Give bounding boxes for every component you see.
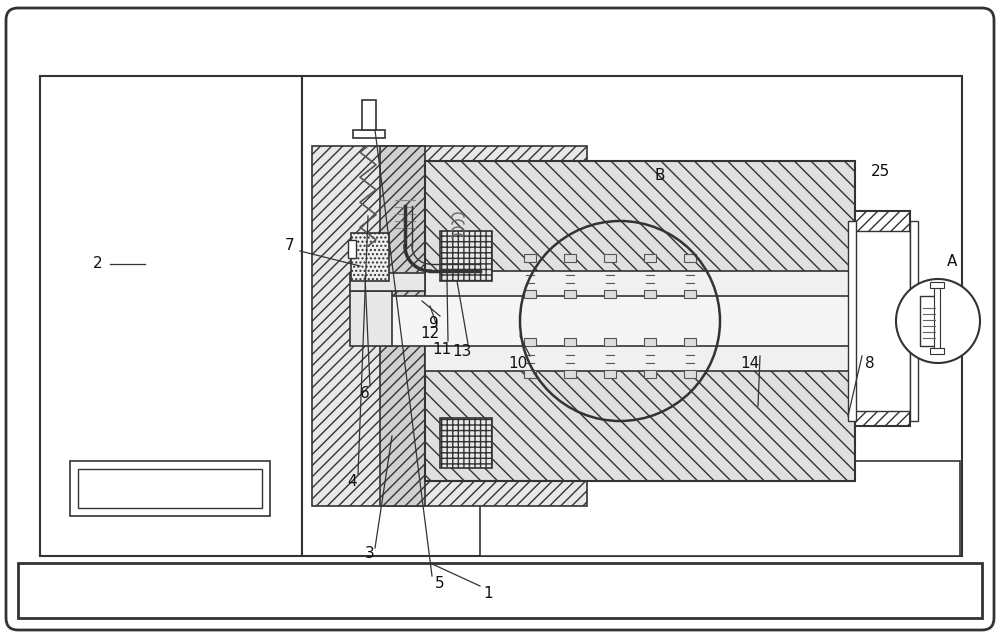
Ellipse shape [147,218,179,242]
Bar [524,370,536,378]
Text: 8: 8 [865,356,875,371]
Bar [440,231,492,281]
Bar [910,221,918,421]
Ellipse shape [195,266,227,290]
Text: 10: 10 [508,357,528,371]
Bar [524,290,536,298]
Bar [934,286,940,351]
Bar [351,233,389,281]
Ellipse shape [99,314,131,338]
Text: 7: 7 [285,238,295,254]
Bar [684,290,696,298]
Bar [644,254,656,262]
Ellipse shape [99,218,131,242]
Text: 1: 1 [483,586,493,602]
Bar [564,338,576,346]
Bar [390,296,870,346]
Text: 2: 2 [93,256,103,272]
Bar [644,370,656,378]
Bar [604,254,616,262]
Bar [348,240,356,258]
Bar [644,290,656,298]
Bar [18,563,982,618]
Bar [855,211,910,426]
Bar [353,130,385,138]
Text: 3: 3 [365,546,375,562]
Text: 11: 11 [432,342,452,357]
Bar [644,338,656,346]
Bar [684,338,696,346]
Bar [930,282,944,288]
Bar [380,146,425,506]
Bar [78,469,262,508]
Text: 12: 12 [420,326,440,340]
Bar [604,338,616,346]
Ellipse shape [147,314,179,338]
Ellipse shape [195,218,227,242]
Ellipse shape [99,266,131,290]
Text: A: A [947,254,957,268]
Text: 4: 4 [347,473,357,488]
Circle shape [896,279,980,363]
Bar [425,161,855,481]
Bar [604,370,616,378]
Bar [302,76,962,556]
Text: 9: 9 [429,315,439,331]
Ellipse shape [195,314,227,338]
Bar [930,348,944,354]
Bar [564,370,576,378]
Bar [848,221,856,421]
Bar [684,370,696,378]
Text: 5: 5 [435,576,445,591]
Text: 14: 14 [740,356,760,371]
Text: B: B [655,169,665,184]
Bar [684,254,696,262]
Bar [524,254,536,262]
Bar [480,461,960,556]
Ellipse shape [147,266,179,290]
Bar [40,76,302,556]
Bar [440,418,492,468]
Bar [920,296,938,346]
Text: 25: 25 [870,163,890,179]
Bar [362,100,376,130]
Bar [312,146,587,506]
Bar [564,254,576,262]
Bar [524,338,536,346]
Bar [425,271,855,371]
Bar [70,461,270,516]
Text: 13: 13 [452,345,472,359]
Bar [604,290,616,298]
Bar [350,273,425,291]
Text: 6: 6 [360,387,370,401]
FancyBboxPatch shape [6,8,994,630]
Bar [564,290,576,298]
Bar [350,291,392,346]
Bar [855,231,910,411]
